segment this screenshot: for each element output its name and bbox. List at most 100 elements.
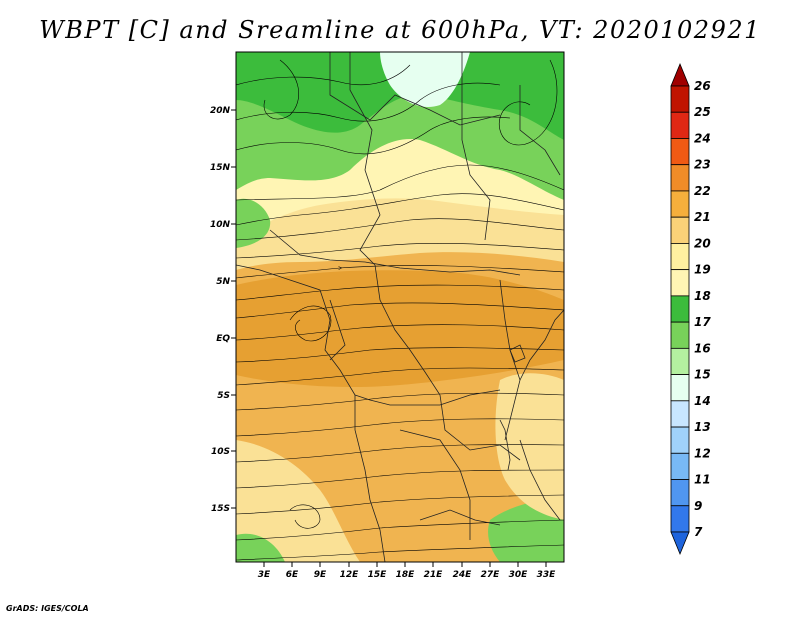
field-yellow-south-zone — [236, 440, 360, 562]
colorbar-segment — [670, 321, 690, 349]
lon-label-9e: 9E — [314, 570, 327, 580]
streamline — [236, 82, 501, 122]
streamline — [236, 519, 564, 541]
footer-credit: GrADS: IGES/COLA — [6, 604, 89, 613]
lon-label-21e: 21E — [424, 570, 444, 580]
colorbar-segment — [670, 452, 690, 480]
border-line — [269, 229, 521, 276]
streamlines — [236, 59, 564, 561]
colorbar-segment — [670, 347, 690, 375]
colorbar-label: 25 — [694, 105, 711, 119]
colorbar-segment — [670, 269, 690, 297]
border-line — [374, 264, 441, 396]
colorbar-label: 17 — [694, 315, 711, 329]
colorbar-label: 24 — [694, 131, 711, 145]
streamline — [236, 284, 564, 301]
lon-label-18e: 18E — [396, 570, 416, 580]
lat-label-10n: 10N — [210, 220, 231, 230]
lon-label-15e: 15E — [368, 570, 388, 580]
lat-label-5s: 5S — [217, 391, 230, 401]
streamline — [236, 347, 564, 363]
streamline — [236, 218, 564, 241]
colorbar-segment — [670, 85, 690, 113]
border-line — [519, 85, 561, 176]
streamline — [498, 59, 558, 146]
colorbar-label: 23 — [694, 158, 711, 172]
border-line — [236, 264, 356, 396]
latitude-axis: 20N 15N 10N 5N EQ 5S 10S 15S — [210, 106, 236, 514]
colorbar-segment — [670, 505, 690, 533]
map-frame — [235, 51, 565, 563]
lake — [509, 344, 526, 363]
colorbar-segment — [670, 164, 690, 192]
border-line — [439, 394, 521, 461]
lat-label-10s: 10S — [211, 447, 230, 457]
lat-label-5n: 5N — [216, 277, 230, 287]
streamline — [236, 164, 564, 201]
border-line — [329, 52, 501, 126]
field-orange-core-zone — [236, 270, 564, 387]
colorbar-segment — [670, 426, 690, 454]
streamline — [236, 242, 564, 259]
streamline — [236, 324, 564, 341]
border-line — [419, 509, 501, 526]
border-line — [354, 389, 501, 406]
coastline — [329, 299, 346, 361]
streamline — [236, 302, 564, 319]
border-line — [354, 395, 386, 562]
colorbar-label: 18 — [694, 289, 711, 303]
colorbar-segment — [670, 216, 690, 244]
colorbar-label: 13 — [694, 420, 711, 434]
lat-label-20n: 20N — [210, 106, 231, 116]
colorbar-label: 16 — [694, 341, 711, 355]
colorbar-label: 15 — [694, 368, 711, 382]
border-line — [461, 52, 491, 241]
streamline — [236, 265, 564, 279]
lon-label-6e: 6E — [286, 570, 299, 580]
streamline — [263, 59, 299, 120]
colorbar-segment — [670, 295, 690, 323]
colorbar-top-arrow — [670, 62, 690, 87]
streamline — [236, 544, 564, 561]
border-line — [349, 52, 381, 266]
colorbar-label: 14 — [694, 394, 711, 408]
streamline — [236, 116, 511, 155]
colorbar-label: 11 — [694, 473, 711, 487]
colorbar-bottom-arrow — [670, 531, 690, 556]
field-green-west-patch — [236, 198, 271, 248]
lat-label-15s: 15S — [211, 504, 230, 514]
lon-label-12e: 12E — [340, 570, 360, 580]
colorbar-label: 19 — [694, 263, 711, 277]
colorbar-label: 7 — [694, 525, 703, 539]
country-borders — [236, 52, 564, 562]
field-pale-blue-zone — [380, 52, 470, 108]
field-green-south-patch — [236, 533, 285, 562]
colorbar-segment — [670, 479, 690, 507]
streamline — [236, 418, 564, 437]
colorbar: 26 25 24 23 22 21 20 19 18 17 16 15 14 13 12 11 9 7 — [670, 62, 711, 556]
streamline — [289, 305, 332, 342]
longitude-axis: 3E 6E 9E 12E 15E 18E 21E 24E 27E 30E 33E — [258, 562, 556, 580]
border-line — [519, 439, 561, 521]
lon-label-27e: 27E — [481, 570, 501, 580]
lon-label-24e: 24E — [453, 570, 473, 580]
lon-label-3e: 3E — [258, 570, 271, 580]
colorbar-label: 20 — [694, 236, 711, 250]
colorbar-segment — [670, 400, 690, 428]
colorbar-label: 12 — [694, 446, 711, 460]
wbpt-field — [236, 52, 564, 562]
border-line — [499, 279, 521, 441]
colorbar-label: 21 — [694, 210, 711, 224]
streamline — [236, 193, 564, 226]
streamline — [236, 494, 564, 515]
lake — [499, 419, 511, 471]
streamline — [236, 367, 564, 386]
colorbar-segment — [670, 111, 690, 139]
colorbar-segment — [670, 243, 690, 271]
lat-label-eq: EQ — [216, 334, 230, 344]
colorbar-label: 26 — [694, 79, 711, 93]
streamline — [236, 392, 564, 411]
border-line — [399, 429, 471, 540]
colorbar-segment — [670, 374, 690, 402]
